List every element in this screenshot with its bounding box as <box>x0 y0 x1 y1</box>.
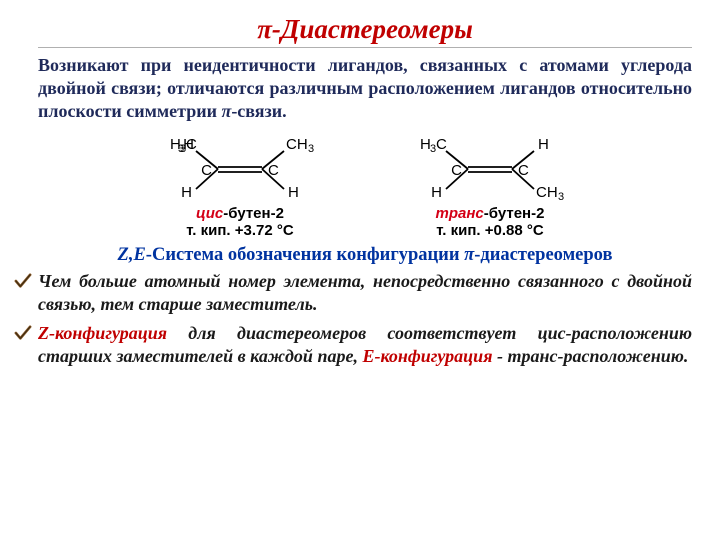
trans-structure-svg: C C H3C H H CH3 <box>400 131 580 203</box>
svg-text:CH: CH <box>286 136 308 153</box>
svg-text:C: C <box>201 162 212 179</box>
trans-boiling-point: т. кип. +0.88 °С <box>380 222 600 239</box>
cis-label: цис-бутен-2 <box>130 205 350 222</box>
check-icon <box>14 324 32 347</box>
svg-text:C: C <box>518 162 529 179</box>
svg-text:CH: CH <box>536 184 558 201</box>
title-rule <box>38 47 692 48</box>
bullet-list: Чем больше атомный номер элемента, непос… <box>38 270 692 368</box>
trans-prefix: транс <box>436 205 484 222</box>
intro-text: Возникают при неидентичности лигандов, с… <box>38 54 692 123</box>
svg-text:3: 3 <box>558 191 564 203</box>
trans-name: -бутен-2 <box>484 205 545 222</box>
check-icon <box>14 272 32 295</box>
svg-text:C: C <box>268 162 279 179</box>
slide-root: π-Диастереомеры Возникают при неидентичн… <box>0 0 720 540</box>
section-subtitle: Z,E-Система обозначения конфигурации π-д… <box>38 245 692 266</box>
cis-structure-svg: C C H3 H3C CH3 H H <box>150 131 330 203</box>
cis-prefix: цис <box>196 205 223 222</box>
bullet-1: Чем больше атомный номер элемента, непос… <box>38 270 692 316</box>
trans-label: транс-бутен-2 <box>380 205 600 222</box>
page-title: π-Диастереомеры <box>38 14 692 45</box>
svg-text:H: H <box>538 136 549 153</box>
bullet-1-text: Чем больше атомный номер элемента, непос… <box>38 271 692 314</box>
svg-text:C: C <box>451 162 462 179</box>
svg-text:H: H <box>288 184 299 201</box>
svg-text:C: C <box>436 136 447 153</box>
molecule-cis: C C H3 H3C CH3 H H цис-бутен-2 т. кип. +… <box>130 131 350 239</box>
bullet-2-text: Z-конфигурация для диастереомеров соотве… <box>38 323 692 366</box>
svg-text:C: C <box>186 136 197 153</box>
molecule-diagram-row: C C H3 H3C CH3 H H цис-бутен-2 т. кип. +… <box>130 131 600 239</box>
cis-boiling-point: т. кип. +3.72 °С <box>130 222 350 239</box>
bullet-2: Z-конфигурация для диастереомеров соотве… <box>38 322 692 368</box>
cis-name: -бутен-2 <box>223 205 284 222</box>
svg-text:H: H <box>431 184 442 201</box>
svg-text:H: H <box>181 184 192 201</box>
svg-text:3: 3 <box>308 143 314 155</box>
molecule-trans: C C H3C H H CH3 транс-бутен-2 т. кип. +0… <box>380 131 600 239</box>
